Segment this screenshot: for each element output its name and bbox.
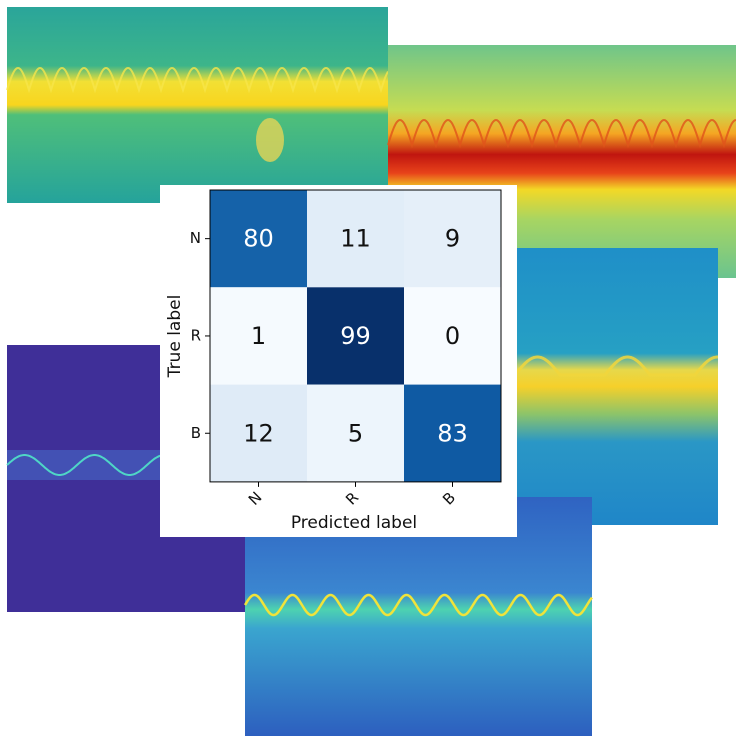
- collage: 80119199012583NRBNRB Predicted label Tru…: [0, 0, 736, 736]
- cell-label: 80: [243, 225, 274, 253]
- cell-label: 99: [340, 322, 371, 350]
- y-tick-label: N: [190, 229, 201, 247]
- spectrogram-right: [515, 248, 718, 525]
- spectrogram-top-left: [7, 7, 388, 203]
- y-axis-label: True label: [165, 295, 185, 379]
- cell-label: 12: [243, 419, 274, 447]
- cell-label: 1: [251, 322, 266, 350]
- y-tick-label: R: [191, 326, 201, 344]
- x-axis-label: Predicted label: [291, 513, 417, 533]
- cell-label: 9: [445, 225, 460, 253]
- cell-label: 5: [348, 419, 363, 447]
- cell-label: 11: [340, 225, 371, 253]
- y-tick-label: B: [191, 424, 201, 442]
- cell-label: 0: [445, 322, 460, 350]
- cell-label: 83: [437, 419, 468, 447]
